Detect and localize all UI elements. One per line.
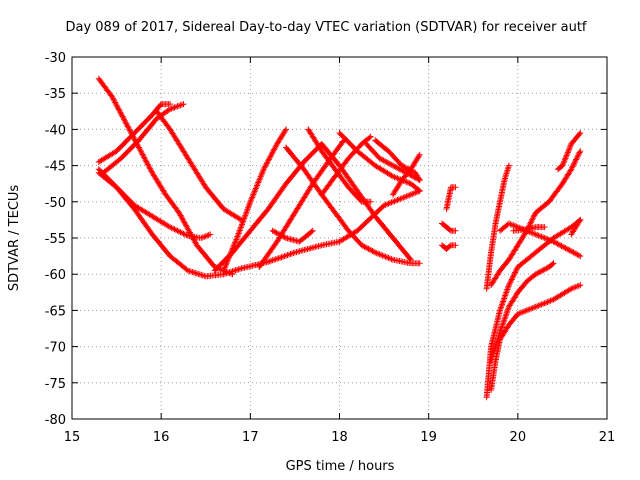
series-arc-27	[510, 224, 548, 234]
series-markers	[95, 101, 174, 165]
series-markers	[439, 242, 459, 252]
y-tick-label: -35	[45, 87, 66, 102]
series-markers	[568, 216, 584, 238]
y-tick-label: -80	[45, 413, 66, 428]
x-tick-label: 20	[510, 430, 527, 445]
series-markers	[510, 224, 548, 234]
series-arc-17	[390, 151, 423, 198]
y-tick-label: -75	[45, 377, 66, 392]
y-tick-label: -55	[45, 232, 66, 247]
series-arc-3	[95, 169, 214, 241]
series-markers	[95, 75, 236, 278]
series-markers	[305, 126, 374, 205]
y-tick-label: -70	[45, 341, 66, 356]
series-markers	[443, 184, 459, 212]
series-markers	[95, 169, 214, 241]
y-tick-label: -65	[45, 304, 66, 319]
x-tick-label: 18	[331, 430, 348, 445]
series-arc-8	[220, 126, 289, 274]
y-axis-label: SDTVAR / TECUs	[7, 185, 22, 292]
series-arc-19	[439, 242, 459, 252]
x-tick-label: 15	[64, 430, 81, 445]
x-tick-label: 21	[599, 430, 616, 445]
series-arc-4	[95, 101, 174, 165]
series-markers	[220, 126, 289, 274]
y-tick-label: -60	[45, 268, 66, 283]
axis-ticks: 15 16 17 18 19 20 21 -30 -35 -40 -45 -50 -55 -60 -65 -7…	[45, 51, 616, 445]
series-arc-11	[283, 144, 423, 267]
series-arc-1	[95, 75, 236, 278]
series-arc-29	[568, 216, 584, 238]
x-tick-label: 19	[420, 430, 437, 445]
series-markers	[488, 260, 557, 365]
series-markers	[483, 216, 584, 401]
series-markers	[318, 133, 374, 198]
series-arc-6	[153, 108, 245, 223]
series-arc-25	[488, 148, 584, 289]
series-arc-28	[555, 130, 584, 173]
y-tick-label: -50	[45, 196, 66, 211]
data-series	[95, 75, 584, 401]
series-markers	[211, 140, 414, 274]
series-arc-24	[488, 260, 557, 365]
series-arc-21	[483, 162, 512, 292]
series-arc-20	[443, 184, 459, 212]
series-markers	[390, 151, 423, 198]
y-tick-label: -45	[45, 160, 66, 175]
series-markers	[153, 108, 245, 223]
x-tick-label: 17	[242, 430, 259, 445]
x-axis-label: GPS time / hours	[286, 459, 395, 474]
series-markers	[439, 220, 459, 234]
series-markers	[488, 148, 584, 289]
y-tick-label: -30	[45, 51, 66, 66]
series-markers	[555, 130, 584, 173]
y-tick-label: -40	[45, 123, 66, 138]
chart-title: Day 089 of 2017, Sidereal Day-to-day VTE…	[65, 20, 586, 35]
series-arc-22	[483, 216, 584, 401]
series-markers	[483, 162, 512, 292]
series-markers	[283, 144, 423, 267]
series-markers	[269, 227, 316, 245]
series-arc-13	[318, 133, 374, 198]
series-arc-7	[211, 140, 414, 274]
series-arc-10	[269, 227, 316, 245]
x-tick-label: 16	[153, 430, 170, 445]
series-arc-12	[305, 126, 374, 205]
series-arc-18	[439, 220, 459, 234]
